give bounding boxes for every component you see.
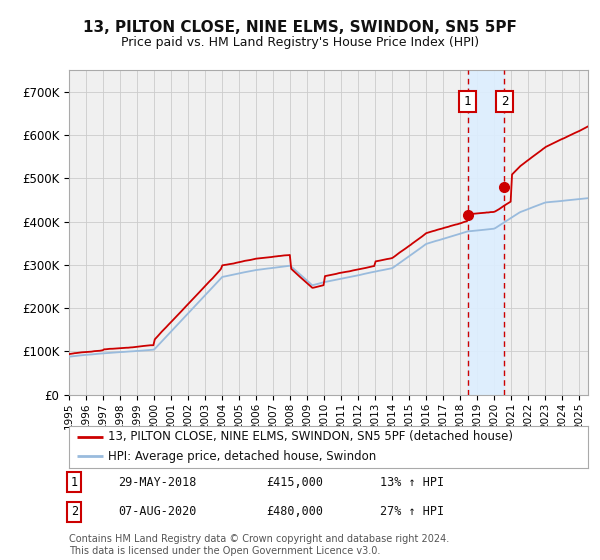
Text: 1: 1 (71, 475, 78, 489)
Text: £480,000: £480,000 (266, 505, 323, 519)
Text: HPI: Average price, detached house, Swindon: HPI: Average price, detached house, Swin… (108, 450, 376, 463)
Text: 27% ↑ HPI: 27% ↑ HPI (380, 505, 445, 519)
Text: 13% ↑ HPI: 13% ↑ HPI (380, 475, 445, 489)
Text: 29-MAY-2018: 29-MAY-2018 (118, 475, 197, 489)
Text: Price paid vs. HM Land Registry's House Price Index (HPI): Price paid vs. HM Land Registry's House … (121, 36, 479, 49)
Text: £415,000: £415,000 (266, 475, 323, 489)
Text: 07-AUG-2020: 07-AUG-2020 (118, 505, 197, 519)
Text: 2: 2 (500, 95, 508, 108)
Text: 2: 2 (71, 505, 78, 519)
Text: 13, PILTON CLOSE, NINE ELMS, SWINDON, SN5 5PF: 13, PILTON CLOSE, NINE ELMS, SWINDON, SN… (83, 20, 517, 35)
Text: Contains HM Land Registry data © Crown copyright and database right 2024.
This d: Contains HM Land Registry data © Crown c… (69, 534, 449, 556)
Bar (467, 70, 505, 395)
Text: 13, PILTON CLOSE, NINE ELMS, SWINDON, SN5 5PF (detached house): 13, PILTON CLOSE, NINE ELMS, SWINDON, SN… (108, 431, 513, 444)
Text: 1: 1 (464, 95, 471, 108)
